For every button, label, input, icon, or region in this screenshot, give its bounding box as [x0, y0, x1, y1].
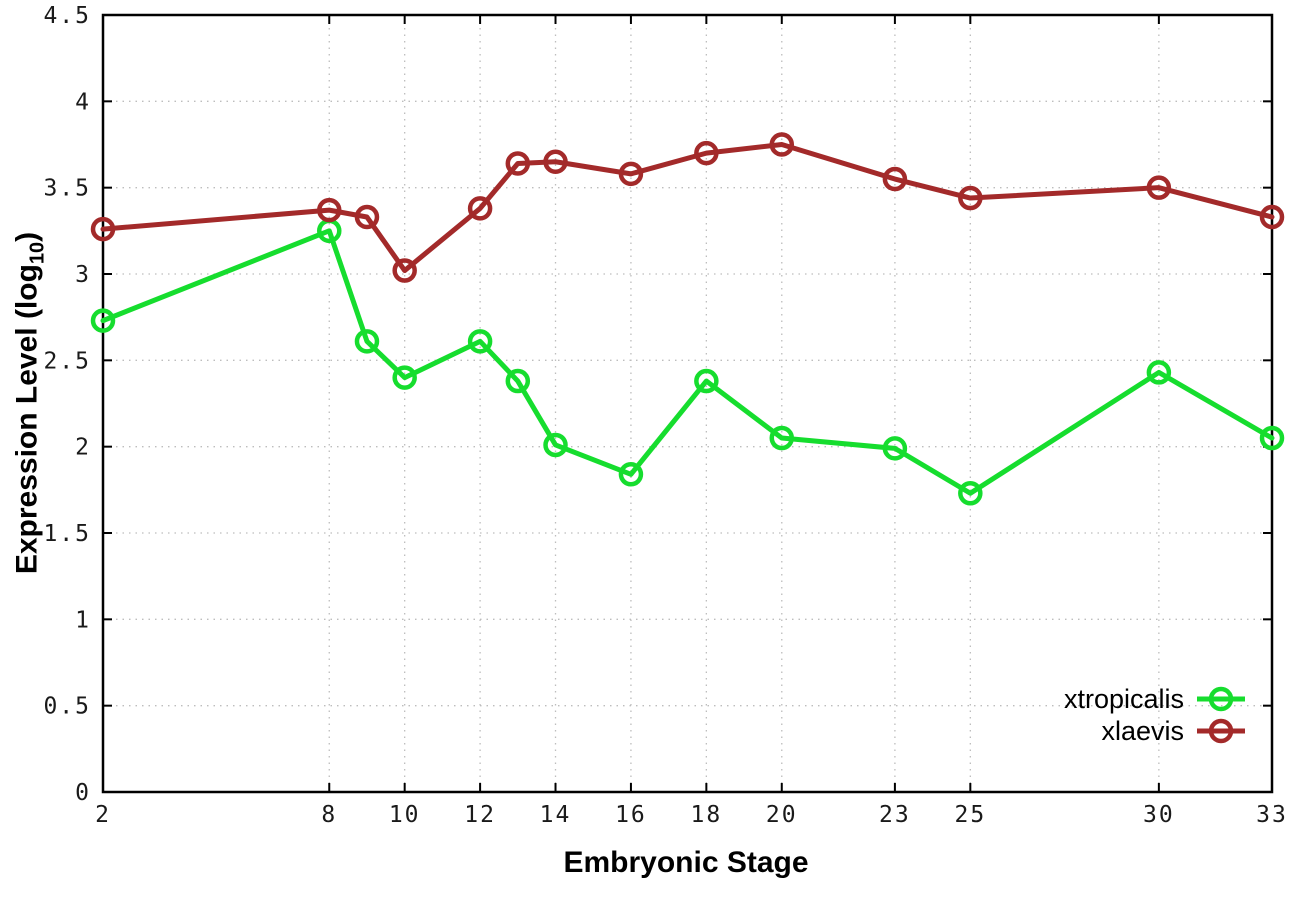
x-tick-label: 20 [766, 802, 798, 828]
y-axis-title-subscript: 10 [26, 241, 49, 265]
legend-sample-icon [1197, 718, 1245, 744]
data-point-xlaevis [467, 196, 493, 221]
y-tick-label: 4.5 [43, 3, 91, 29]
x-tick-label: 33 [1256, 802, 1288, 828]
data-point-xtropicalis [694, 368, 719, 394]
x-tick-label: 23 [879, 802, 911, 828]
y-axis-title-text: Expression Level (log [10, 264, 44, 575]
data-point-xtropicalis [618, 462, 644, 487]
x-tick-label: 16 [615, 802, 647, 828]
legend-item-xtropicalis: xtropicalis [1064, 684, 1246, 714]
data-point-xtropicalis [392, 365, 417, 390]
plot-border [101, 13, 1274, 794]
y-tick-label: 0.5 [43, 694, 91, 720]
y-axis-title: Expression Level (log10) [11, 232, 50, 574]
data-point-xlaevis [694, 140, 719, 166]
legend-item-xlaevis: xlaevis [1101, 716, 1246, 746]
data-point-xtropicalis [505, 368, 531, 394]
y-tick-label: 1 [75, 607, 91, 633]
x-tick-label: 30 [1143, 802, 1175, 828]
y-axis-title-close: ) [10, 231, 44, 242]
data-point-xlaevis [505, 151, 531, 176]
data-point-xtropicalis [1146, 360, 1172, 385]
data-point-xlaevis [392, 258, 417, 283]
x-tick-label: 14 [540, 802, 572, 828]
data-point-xlaevis [618, 161, 644, 187]
data-point-xtropicalis [543, 432, 568, 458]
data-point-xtropicalis [467, 329, 493, 354]
series-line-xtropicalis [100, 228, 1275, 496]
x-tick-label: 12 [464, 802, 496, 828]
data-point-xlaevis [1146, 175, 1172, 200]
legend-label: xlaevis [1101, 715, 1184, 746]
data-point-xlaevis [543, 149, 568, 175]
data-point-xlaevis [90, 216, 116, 242]
x-tick-label: 25 [954, 802, 986, 828]
data-point-xtropicalis [882, 436, 908, 461]
y-tick-label: 0 [75, 780, 91, 806]
data-point-xtropicalis [354, 329, 380, 354]
y-tick-label: 3.5 [43, 176, 91, 202]
data-point-xlaevis [317, 197, 342, 223]
data-point-xlaevis [958, 185, 983, 211]
x-tick-label: 10 [389, 802, 421, 828]
x-tick-label: 18 [691, 802, 723, 828]
y-tick-label: 2 [75, 435, 91, 461]
data-point-xlaevis [1259, 204, 1285, 230]
legend-label: xtropicalis [1063, 683, 1184, 714]
legend: xtropicalis xlaevis [1064, 684, 1246, 746]
data-point-xtropicalis [958, 481, 983, 506]
y-tick-label: 3 [75, 262, 91, 288]
x-tick-label: 8 [321, 802, 337, 828]
data-point-xtropicalis [1259, 425, 1285, 451]
data-point-xlaevis [769, 132, 795, 157]
x-tick-label: 2 [95, 802, 111, 828]
y-tick-label: 2.5 [43, 348, 91, 374]
legend-sample-icon [1197, 686, 1245, 712]
data-point-xtropicalis [769, 425, 795, 451]
data-point-xlaevis [354, 204, 380, 230]
data-point-xlaevis [882, 166, 908, 192]
data-point-xtropicalis [90, 308, 116, 333]
y-tick-label: 1.5 [43, 521, 91, 547]
y-tick-label: 4 [75, 89, 91, 115]
x-axis-title: Embryonic Stage [563, 846, 809, 879]
